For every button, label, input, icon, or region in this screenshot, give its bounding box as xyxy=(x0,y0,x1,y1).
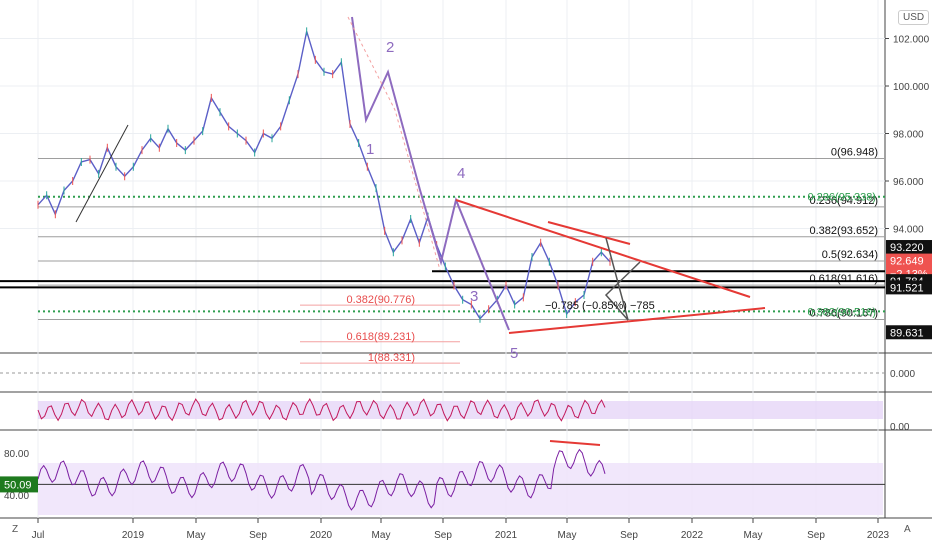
y-tick-label: 94.000 xyxy=(893,225,924,236)
price-tag[interactable]: 89.631 xyxy=(886,325,932,340)
x-tick-label: Sep xyxy=(434,530,452,541)
x-tick-label: May xyxy=(558,530,577,541)
x-tick-label: Sep xyxy=(620,530,638,541)
x-tick-label: May xyxy=(187,530,206,541)
rsi-current-tag[interactable]: 50.09 xyxy=(0,476,38,493)
x-tick-label: Sep xyxy=(249,530,267,541)
price-tag-bg xyxy=(886,280,932,295)
x-tick-label: May xyxy=(372,530,391,541)
fib-level-label: 0.786(90.167) xyxy=(810,308,879,320)
osc-tick-label: 0.00 xyxy=(890,422,910,433)
price-tag-bg xyxy=(886,240,932,255)
x-tick-label: 2021 xyxy=(495,530,518,541)
y-tick-label: 96.000 xyxy=(893,177,924,188)
osc-tick-label: 0.000 xyxy=(890,369,915,380)
price-tag[interactable]: 91.521 xyxy=(886,280,932,295)
price-tag-bg xyxy=(886,325,932,340)
fib-red-label: 1(88.331) xyxy=(368,352,415,364)
trendline-lower xyxy=(508,307,766,334)
y-tick-label: 98.000 xyxy=(893,130,924,141)
fib-green-label: 0.382(90.510) xyxy=(808,306,877,318)
x-tick-label: May xyxy=(744,530,763,541)
y-axis: 102.000 100.000 98.000 96.000 94.000 93.220 92… xyxy=(885,35,932,433)
measure-label: −0.785 (−0.85%) −785 xyxy=(545,300,655,312)
rsi-tick-label: 40.00 xyxy=(4,491,29,502)
wave-label: 5 xyxy=(510,345,518,362)
fib-level-label: 0.236(94.912) xyxy=(810,195,879,207)
x-tick-label: 2020 xyxy=(310,530,333,541)
trendline-upper xyxy=(455,199,751,298)
osc-line[interactable] xyxy=(37,397,606,422)
zoom-button[interactable]: Z xyxy=(12,524,19,535)
wave-label: 1 xyxy=(366,141,374,158)
currency-badge[interactable]: USD xyxy=(898,10,930,25)
rsi-tag-label: 50.09 xyxy=(4,479,32,491)
osc-band xyxy=(38,401,883,419)
fib-level-label: 0.618(91.616) xyxy=(810,273,879,285)
projection-arrow xyxy=(604,237,641,321)
fib-red-label: 0.618(89.231) xyxy=(347,331,416,343)
wave-label: 4 xyxy=(457,165,465,182)
wave-label: 2 xyxy=(386,39,394,56)
wave-label: 3 xyxy=(470,288,478,305)
x-tick-label: 2019 xyxy=(122,530,145,541)
price-tag-label: 93.220 xyxy=(890,242,924,254)
trendline-early xyxy=(75,124,129,223)
x-tick-label: Jul xyxy=(32,530,45,541)
auto-scale-button[interactable]: A xyxy=(904,524,911,535)
fib-green-label: 0.236(95.338) xyxy=(808,192,877,204)
fib-level-label: 0(96.948) xyxy=(831,146,878,158)
rsi-line[interactable] xyxy=(37,448,606,511)
y-tick-label: 102.000 xyxy=(893,35,930,46)
oscillator-pane[interactable] xyxy=(0,372,885,422)
wave-projection xyxy=(347,16,441,271)
rsi-divergence-arrow xyxy=(549,440,601,446)
x-tick-label: 2023 xyxy=(867,530,890,541)
price-tag[interactable]: 92.649 xyxy=(886,253,932,268)
x-tick-label: Sep xyxy=(807,530,825,541)
price-tag-label: 89.631 xyxy=(890,327,924,339)
fib-red-label: 0.382(90.776) xyxy=(347,294,416,306)
trendline-short xyxy=(547,221,631,245)
y-tick-label: 100.000 xyxy=(893,82,930,93)
x-tick-label: 2022 xyxy=(681,530,704,541)
rsi-tick-label: 80.00 xyxy=(4,449,29,460)
fib-level-label: 0.5(92.634) xyxy=(822,249,878,261)
x-axis: Jul 2019 May Sep 2020 May Sep 2021 May Sep 2022 May… xyxy=(32,518,890,541)
price-tag[interactable]: 93.220 xyxy=(886,240,932,255)
price-tag-label: 91.521 xyxy=(890,282,924,294)
fib-level-label: 0.382(93.652) xyxy=(810,225,879,237)
price-tag-bg xyxy=(886,253,932,268)
price-tag-label: 92.649 xyxy=(890,256,924,268)
rsi-tag-bg xyxy=(0,476,38,493)
